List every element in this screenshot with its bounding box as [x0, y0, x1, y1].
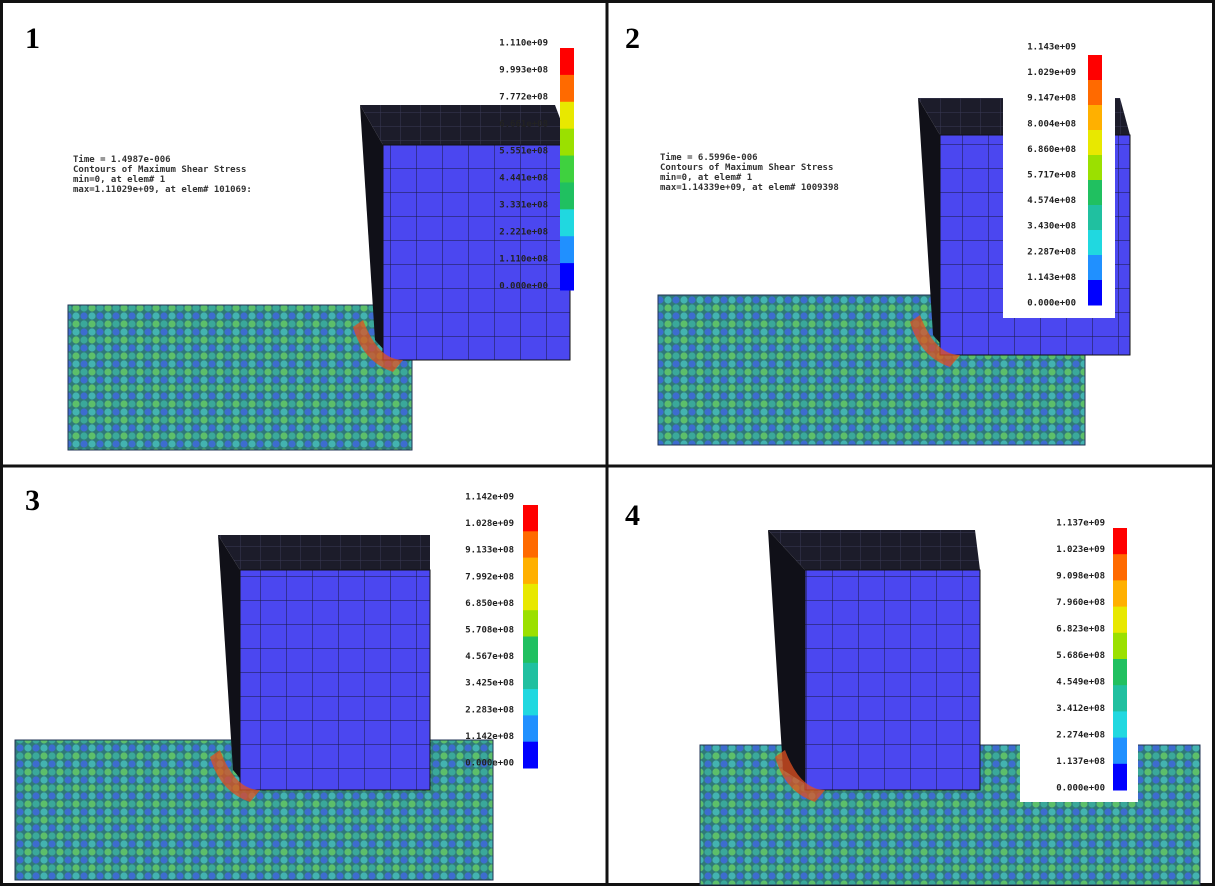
- tool-face: [805, 570, 980, 790]
- panel-label: 4: [625, 499, 640, 532]
- legend-label: 1.110e+09: [499, 39, 548, 49]
- legend-label: 6.661e+08: [499, 120, 548, 130]
- legend-label: 1.142e+08: [465, 732, 514, 742]
- colorbar-segment: [1088, 280, 1102, 306]
- panel-label: 3: [25, 484, 40, 517]
- annotation: min=0, at elem# 1: [73, 174, 165, 185]
- annotation: max=1.11029e+09, at elem# 101069:: [73, 185, 252, 195]
- figure: 1Time = 1.4987e-006Contours of Maximum S…: [0, 0, 1217, 888]
- panel-label: 2: [625, 22, 640, 55]
- legend-label: 3.331e+08: [499, 201, 548, 211]
- legend-label: 1.137e+08: [1056, 757, 1105, 767]
- legend-label: 4.567e+08: [465, 652, 514, 662]
- legend-label: 1.143e+09: [1027, 43, 1076, 53]
- colorbar-segment: [1113, 633, 1127, 660]
- colorbar-segment: [1113, 528, 1127, 555]
- legend-label: 7.772e+08: [499, 93, 548, 103]
- legend-label: 4.441e+08: [499, 174, 548, 184]
- colorbar-segment: [523, 610, 538, 637]
- legend-label: 6.850e+08: [465, 599, 514, 609]
- legend-label: 1.143e+08: [1027, 273, 1076, 283]
- legend-label: 1.142e+09: [465, 493, 514, 503]
- legend-label: 1.029e+09: [1027, 68, 1076, 78]
- colorbar-segment: [560, 48, 574, 75]
- colorbar-segment: [523, 689, 538, 716]
- legend-label: 3.412e+08: [1056, 704, 1105, 714]
- colorbar-segment: [1088, 255, 1102, 281]
- annotation: Contours of Maximum Shear Stress: [73, 164, 246, 175]
- colorbar-segment: [523, 558, 538, 585]
- annotation: Time = 6.5996e-006: [660, 152, 758, 163]
- legend-label: 2.274e+08: [1056, 731, 1105, 741]
- legend-label: 1.023e+09: [1056, 545, 1105, 555]
- legend-label: 1.110e+08: [499, 255, 548, 265]
- colorbar-segment: [1088, 130, 1102, 156]
- colorbar-segment: [523, 505, 538, 532]
- colorbar-segment: [1113, 607, 1127, 634]
- legend-label: 1.028e+09: [465, 519, 514, 529]
- colorbar-segment: [523, 663, 538, 690]
- colorbar-segment: [523, 715, 538, 742]
- legend-label: 9.993e+08: [499, 66, 548, 76]
- colorbar-segment: [560, 129, 574, 156]
- legend-label: 5.708e+08: [465, 626, 514, 636]
- tool-face: [240, 570, 430, 790]
- legend-label: 5.686e+08: [1056, 651, 1105, 661]
- annotation: Time = 1.4987e-006: [73, 154, 171, 165]
- colorbar-segment: [1088, 230, 1102, 256]
- legend-label: 2.283e+08: [465, 705, 514, 715]
- colorbar-segment: [1088, 205, 1102, 231]
- colorbar-segment: [560, 156, 574, 183]
- tool-top: [768, 530, 980, 570]
- colorbar-segment: [560, 263, 574, 290]
- legend-label: 0.000e+00: [1056, 784, 1105, 794]
- panel-label: 1: [25, 22, 40, 55]
- legend-label: 2.221e+08: [499, 228, 548, 238]
- legend-label: 0.000e+00: [465, 759, 514, 769]
- colorbar-segment: [1088, 155, 1102, 181]
- legend-label: 0.000e+00: [1027, 299, 1076, 309]
- colorbar-segment: [560, 209, 574, 236]
- colorbar-segment: [1088, 80, 1102, 106]
- colorbar-segment: [1113, 580, 1127, 607]
- legend-label: 8.004e+08: [1027, 119, 1076, 129]
- legend-label: 2.287e+08: [1027, 247, 1076, 257]
- tool-top: [218, 535, 430, 570]
- legend-label: 4.574e+08: [1027, 196, 1076, 206]
- legend-label: 9.098e+08: [1056, 572, 1105, 582]
- annotation: max=1.14339e+09, at elem# 1009398: [660, 183, 839, 193]
- legend-label: 1.137e+09: [1056, 519, 1105, 529]
- colorbar-segment: [1113, 711, 1127, 738]
- legend-label: 5.717e+08: [1027, 171, 1076, 181]
- annotation: min=0, at elem# 1: [660, 172, 752, 183]
- legend-label: 3.430e+08: [1027, 222, 1076, 232]
- colorbar-segment: [560, 75, 574, 102]
- legend-label: 4.549e+08: [1056, 678, 1105, 688]
- colorbar-segment: [560, 182, 574, 209]
- colorbar-segment: [1113, 685, 1127, 712]
- colorbar-segment: [560, 236, 574, 263]
- legend-label: 6.823e+08: [1056, 625, 1105, 635]
- colorbar-segment: [560, 102, 574, 129]
- colorbar-segment: [1113, 659, 1127, 686]
- colorbar-segment: [523, 637, 538, 664]
- colorbar-segment: [1088, 55, 1102, 81]
- legend-label: 9.147e+08: [1027, 94, 1076, 104]
- colorbar-segment: [1113, 764, 1127, 791]
- legend-label: 9.133e+08: [465, 546, 514, 556]
- legend-label: 6.860e+08: [1027, 145, 1076, 155]
- legend-label: 7.960e+08: [1056, 598, 1105, 608]
- legend-label: 7.992e+08: [465, 572, 514, 582]
- legend-label: 3.425e+08: [465, 679, 514, 689]
- legend-label: 0.000e+00: [499, 282, 548, 292]
- colorbar-segment: [523, 742, 538, 769]
- legend-label: 5.551e+08: [499, 147, 548, 157]
- colorbar-segment: [1088, 105, 1102, 131]
- annotation: Contours of Maximum Shear Stress: [660, 162, 833, 173]
- colorbar-segment: [1088, 180, 1102, 206]
- colorbar-segment: [1113, 554, 1127, 581]
- colorbar-segment: [523, 531, 538, 558]
- colorbar-segment: [523, 584, 538, 611]
- colorbar-segment: [1113, 738, 1127, 765]
